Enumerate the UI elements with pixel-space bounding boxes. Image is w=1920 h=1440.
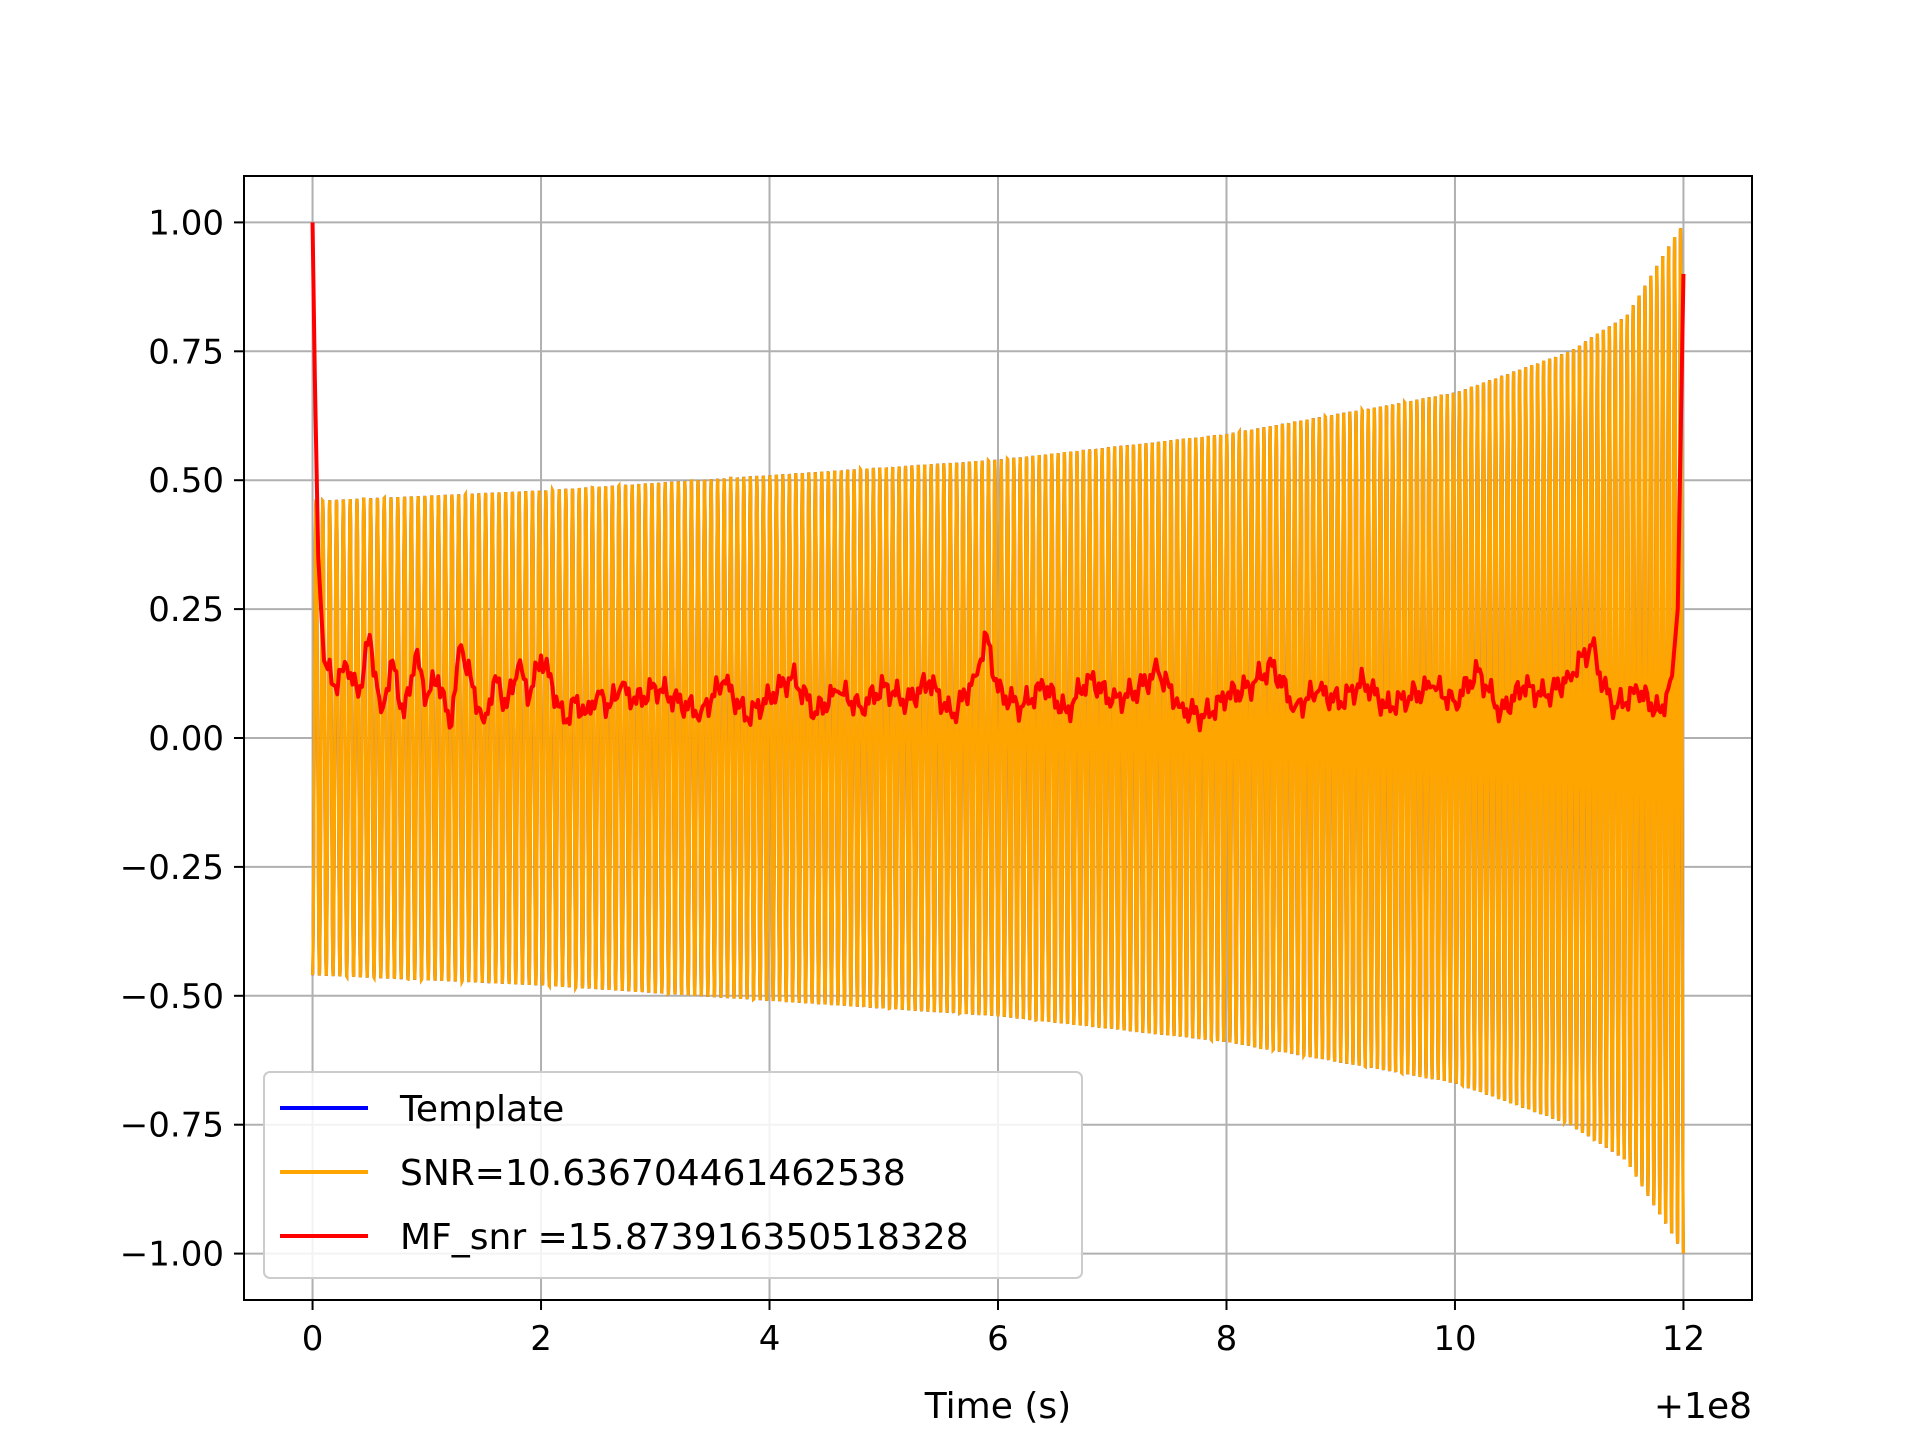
x-tick-label: 4 bbox=[759, 1319, 781, 1359]
y-tick-label: −0.25 bbox=[120, 848, 224, 888]
legend-box bbox=[263, 1071, 1083, 1279]
y-tick-label: −0.50 bbox=[120, 977, 224, 1017]
series-layer bbox=[310, 222, 1686, 1254]
y-tick-label: −1.00 bbox=[120, 1235, 224, 1275]
y-tick-label: 0.25 bbox=[148, 590, 224, 630]
legend: Template SNR=10.636704461462538 MF_snr =… bbox=[263, 1071, 1083, 1279]
series-snr-line bbox=[310, 228, 1686, 1254]
x-offset-label: +1e8 bbox=[1654, 1386, 1752, 1427]
legend-label-snr: SNR=10.636704461462538 bbox=[400, 1153, 906, 1194]
y-tick-label: −0.75 bbox=[120, 1106, 224, 1146]
x-tick-label: 8 bbox=[1216, 1319, 1238, 1359]
y-tick-label: 0.00 bbox=[148, 719, 224, 759]
x-tick-label: 10 bbox=[1433, 1319, 1476, 1359]
x-tick-label: 6 bbox=[987, 1319, 1009, 1359]
series-mf-snr-line bbox=[310, 222, 1686, 733]
legend-label-template: Template bbox=[399, 1089, 564, 1130]
ticks: 0 2 4 6 8 10 12 1.00 0.75 0.50 0.25 0.00 −0.25 −0.50 −… bbox=[120, 203, 1705, 1359]
y-tick-label: 0.50 bbox=[148, 461, 224, 501]
x-tick-label: 0 bbox=[302, 1319, 324, 1359]
x-axis-label: Time (s) bbox=[924, 1386, 1071, 1427]
x-tick-label: 12 bbox=[1662, 1319, 1705, 1359]
x-tick-label: 2 bbox=[530, 1319, 552, 1359]
y-tick-label: 0.75 bbox=[148, 332, 224, 372]
legend-label-mf-snr: MF_snr =15.873916350518328 bbox=[400, 1217, 969, 1258]
y-tick-label: 1.00 bbox=[148, 203, 224, 243]
